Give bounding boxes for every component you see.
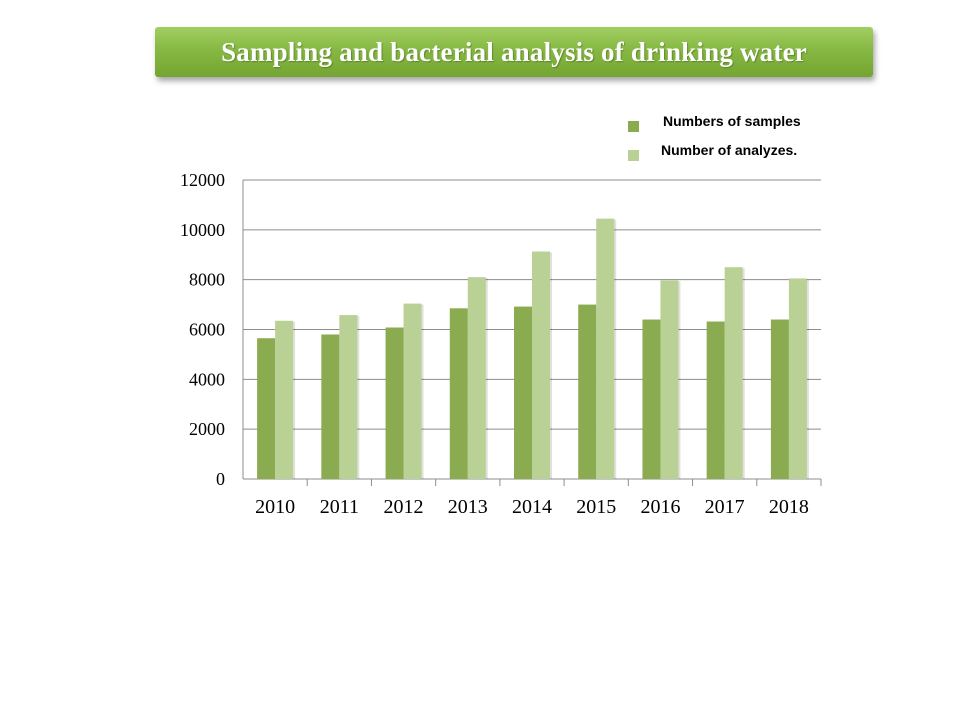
y-tick-label: 2000	[189, 419, 225, 439]
bar-samples	[770, 319, 789, 479]
y-tick-label: 6000	[189, 320, 225, 340]
chart-title-banner: Sampling and bacterial analysis of drink…	[155, 27, 873, 77]
x-tick-label: 2012	[384, 496, 424, 518]
legend-swatch-samples	[628, 121, 639, 132]
bar-analyzes	[724, 267, 743, 479]
y-tick-label: 10000	[180, 220, 225, 240]
legend-swatch-analyzes	[628, 150, 639, 161]
x-tick-label: 2014	[512, 496, 552, 518]
x-tick-label: 2017	[705, 496, 745, 518]
bar-analyzes	[532, 251, 550, 479]
y-tick-label: 12000	[180, 170, 225, 190]
bar-samples	[385, 327, 404, 479]
x-tick-label: 2015	[576, 496, 616, 518]
bar-samples	[642, 319, 661, 479]
chart-legend: Numbers of samples Number of analyzes.	[625, 110, 865, 165]
bar-analyzes	[660, 280, 679, 479]
bar-samples	[321, 334, 340, 479]
bar-analyzes	[275, 320, 294, 479]
y-tick-label: 0	[216, 469, 225, 489]
bar-samples	[257, 338, 276, 479]
bar-analyzes	[339, 315, 358, 479]
bar-analyzes	[467, 277, 486, 479]
bar-samples	[578, 304, 597, 479]
x-tick-label: 2013	[448, 496, 488, 518]
legend-item-analyzes: Number of analyzes.	[625, 139, 865, 161]
bar-analyzes	[788, 278, 807, 479]
x-tick-label: 2018	[769, 496, 809, 518]
chart-title: Sampling and bacterial analysis of drink…	[221, 36, 807, 67]
bar-samples	[706, 321, 725, 479]
legend-item-samples: Numbers of samples	[625, 110, 865, 132]
y-tick-label: 4000	[189, 369, 225, 389]
legend-label-samples: Numbers of samples	[663, 113, 801, 129]
bar-analyzes	[596, 218, 615, 479]
bar-analyzes	[403, 303, 422, 479]
y-tick-label: 8000	[189, 270, 225, 290]
bar-samples	[514, 306, 532, 479]
x-tick-label: 2011	[320, 496, 359, 518]
bar-samples	[449, 308, 468, 479]
legend-label-analyzes: Number of analyzes.	[661, 142, 798, 158]
x-tick-label: 2010	[255, 496, 295, 518]
x-tick-label: 2016	[640, 496, 680, 518]
